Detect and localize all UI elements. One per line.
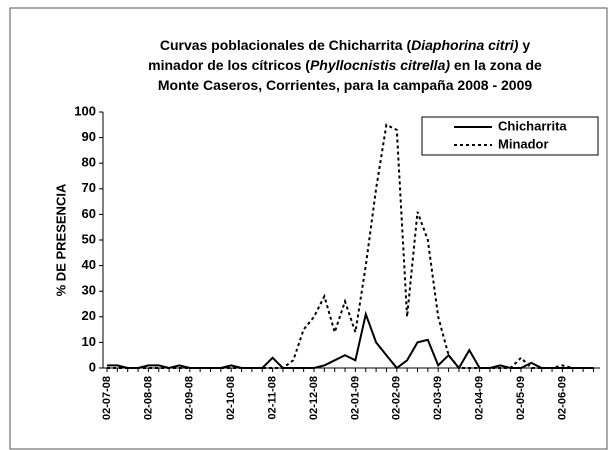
x-tick-label: 02-08-08 [142, 376, 154, 420]
y-tick-label: 0 [89, 359, 96, 374]
y-axis-label: % DE PRESENCIA [53, 183, 68, 296]
title-part: Diaphorina citri) [411, 37, 519, 53]
y-tick-label: 30 [82, 283, 96, 298]
x-tick-label: 02-09-08 [184, 376, 196, 420]
legend-box [421, 116, 599, 156]
title-part: en la zona de [450, 57, 542, 73]
y-tick-label: 10 [82, 334, 96, 349]
title-part: Curvas poblacionales de Chicharrita ( [160, 37, 412, 53]
title-part: minador de los cítricos ( [148, 57, 310, 73]
x-tick-label: 02-05-09 [515, 376, 527, 420]
title-part: y [518, 37, 530, 53]
chart-title: Curvas poblacionales de Chicharrita (Dia… [160, 37, 531, 53]
title-part: Phyllocnistis citrella) [310, 57, 450, 73]
chart-title: Monte Caseros, Corrientes, para la campa… [158, 77, 532, 93]
x-tick-label: 02-02-09 [391, 376, 403, 420]
y-tick-label: 40 [82, 257, 96, 272]
x-tick-label: 02-10-08 [225, 376, 237, 420]
y-tick-label: 90 [82, 129, 96, 144]
data-line [107, 310, 594, 370]
y-tick-label: 50 [82, 231, 96, 246]
x-tick-label: 02-07-08 [101, 376, 113, 420]
legend-label: Chicharrita [498, 118, 567, 133]
chart-frame [9, 7, 608, 450]
y-tick-label: 100 [74, 103, 96, 118]
y-tick-label: 60 [82, 206, 96, 221]
x-tick-label: 02-11-08 [267, 376, 279, 419]
y-tick-label: 20 [82, 308, 96, 323]
y-tick-label: 70 [82, 180, 96, 195]
title-part: Monte Caseros, Corrientes, para la campa… [158, 77, 532, 93]
x-tick-label: 02-03-09 [432, 376, 444, 420]
legend-label: Minador [498, 136, 549, 151]
chart-title: minador de los cítricos (Phyllocnistis c… [148, 57, 542, 73]
x-tick-label: 02-12-08 [308, 376, 320, 420]
y-tick-label: 80 [82, 155, 96, 170]
x-tick-label: 02-04-09 [474, 376, 486, 420]
data-line [107, 123, 594, 369]
x-tick-label: 02-06-09 [556, 376, 568, 420]
x-tick-label: 02-01-09 [349, 376, 361, 420]
